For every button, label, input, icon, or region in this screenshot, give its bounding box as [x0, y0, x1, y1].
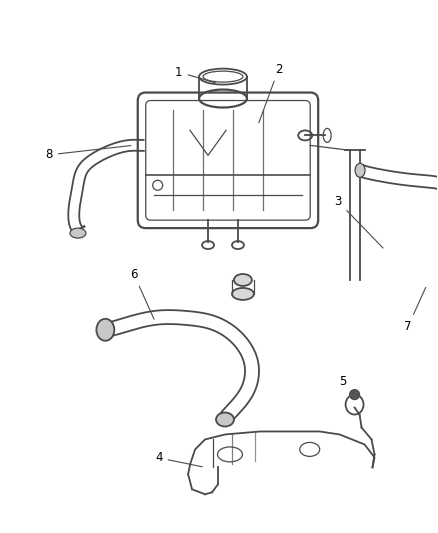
Text: 5: 5	[339, 375, 353, 392]
Ellipse shape	[96, 319, 114, 341]
Ellipse shape	[355, 163, 365, 177]
Ellipse shape	[234, 274, 252, 286]
Text: 8: 8	[46, 146, 131, 161]
Text: 4: 4	[155, 451, 202, 467]
Ellipse shape	[70, 228, 86, 238]
Ellipse shape	[232, 288, 254, 300]
Text: 3: 3	[335, 195, 383, 248]
Ellipse shape	[216, 413, 234, 426]
Text: 2: 2	[259, 62, 283, 123]
Text: 7: 7	[404, 287, 426, 333]
Text: 6: 6	[130, 268, 154, 319]
Ellipse shape	[350, 390, 360, 400]
Text: 1: 1	[175, 66, 215, 83]
